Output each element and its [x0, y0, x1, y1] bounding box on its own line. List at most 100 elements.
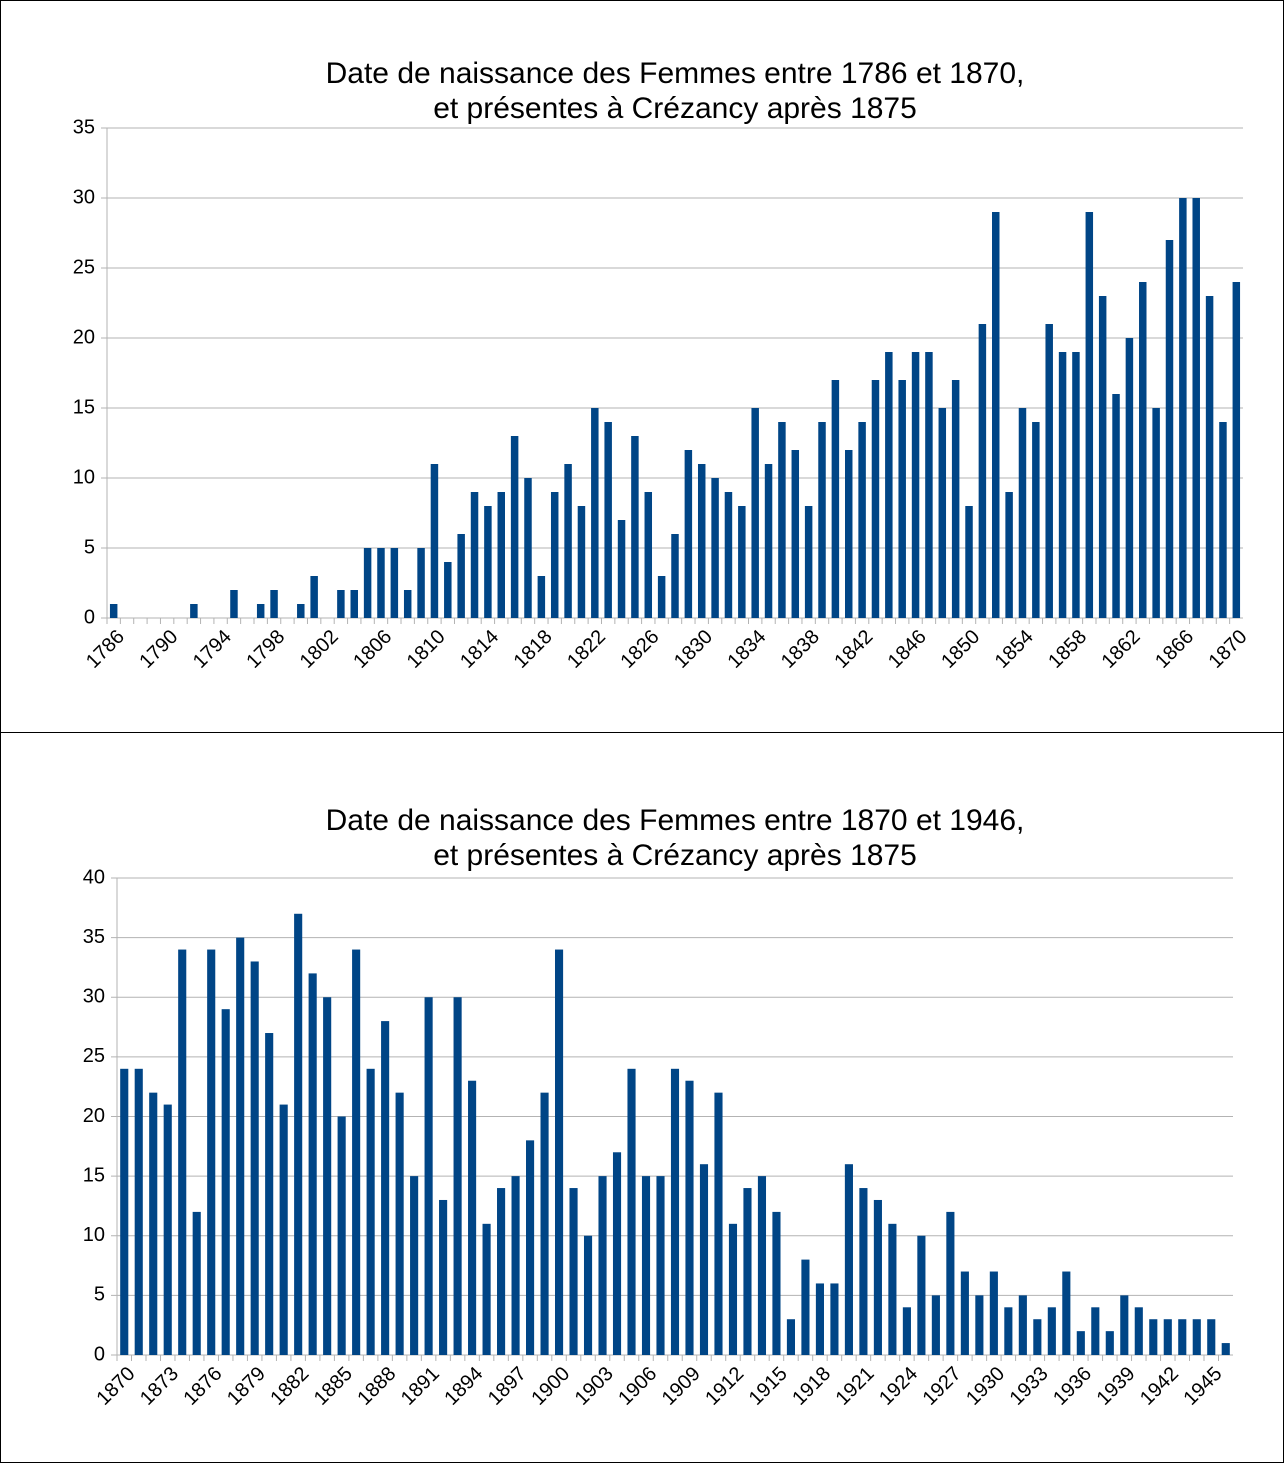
x-tick-label: 1822: [563, 626, 610, 673]
bar: [279, 1104, 288, 1355]
bar: [670, 1068, 680, 1355]
bar: [1045, 324, 1053, 618]
x-tick-label: 1870: [92, 1363, 139, 1410]
y-tick-label: 15: [83, 1164, 105, 1186]
x-tick-label: 1882: [266, 1363, 313, 1410]
bar: [1179, 198, 1187, 618]
bar: [457, 534, 465, 618]
y-tick-label: 30: [73, 186, 95, 208]
bar: [308, 973, 317, 1355]
bar: [149, 1092, 158, 1355]
bar: [497, 1188, 506, 1355]
bar: [1047, 1307, 1056, 1355]
bar: [1219, 422, 1227, 618]
bar: [470, 492, 479, 618]
x-tick-label: 1842: [830, 626, 877, 673]
bar: [946, 1211, 955, 1355]
bar: [497, 492, 506, 618]
bar: [453, 997, 462, 1355]
bar: [844, 450, 853, 618]
bar: [830, 1283, 839, 1355]
x-tick-label: 1900: [527, 1363, 574, 1410]
x-tick-label: 1873: [136, 1363, 183, 1410]
bar: [178, 949, 187, 1355]
bar: [1105, 1331, 1114, 1355]
bar: [569, 1188, 578, 1355]
bar: [791, 450, 800, 618]
bar: [871, 380, 880, 618]
bar: [671, 534, 679, 618]
x-tick-label: 1818: [510, 626, 557, 673]
bar: [390, 548, 399, 618]
bar: [743, 1188, 752, 1355]
x-tick-label: 1802: [296, 626, 343, 673]
y-tick-label: 5: [94, 1284, 105, 1306]
bar: [818, 422, 826, 618]
bar: [564, 464, 572, 618]
bar: [801, 1259, 810, 1355]
bar: [778, 422, 786, 618]
bar: [604, 422, 612, 618]
bar: [1085, 212, 1094, 618]
bar: [699, 1164, 709, 1355]
bar: [352, 949, 361, 1355]
bar: [540, 1092, 549, 1355]
x-tick-label: 1826: [617, 626, 664, 673]
y-tick-label: 20: [73, 326, 95, 348]
bar: [989, 1271, 998, 1355]
bar: [482, 1223, 491, 1355]
bar: [898, 380, 906, 618]
bar: [439, 1199, 448, 1355]
bar: [511, 1176, 520, 1355]
bar: [430, 464, 439, 618]
bar: [230, 590, 238, 618]
chart-title: et présentes à Crézancy après 1875: [433, 839, 917, 872]
bar: [657, 576, 666, 618]
bar: [350, 590, 358, 618]
x-tick-label: 1897: [484, 1363, 531, 1410]
bar: [656, 1176, 665, 1355]
bar: [192, 1211, 201, 1355]
bar: [978, 324, 987, 618]
x-tick-label: 1918: [788, 1363, 835, 1410]
bar: [510, 436, 519, 618]
bar: [938, 408, 947, 618]
x-tick-label: 1936: [1049, 1363, 1096, 1410]
x-tick-label: 1927: [919, 1363, 966, 1410]
bar: [786, 1319, 796, 1355]
bar: [381, 1021, 390, 1355]
y-tick-label: 25: [73, 256, 95, 278]
bar: [270, 590, 278, 618]
bar: [444, 562, 452, 618]
bar: [363, 548, 372, 618]
x-tick-label: 1862: [1098, 626, 1145, 673]
bar: [337, 590, 345, 618]
bar: [1091, 1307, 1100, 1355]
bar: [965, 506, 973, 618]
y-tick-label: 25: [83, 1045, 105, 1067]
bar: [1207, 1319, 1216, 1355]
bar: [1033, 1319, 1042, 1355]
x-tick-label: 1846: [884, 626, 931, 673]
x-tick-label: 1854: [991, 626, 1038, 673]
y-tick-label: 40: [83, 866, 105, 888]
bar: [163, 1104, 172, 1355]
bar: [1163, 1319, 1172, 1355]
x-tick-label: 1870: [1205, 626, 1252, 673]
bar: [1134, 1307, 1143, 1355]
x-tick-label: 1888: [353, 1363, 400, 1410]
y-tick-label: 0: [94, 1343, 105, 1365]
bar: [337, 1116, 346, 1355]
bar: [1165, 240, 1174, 618]
x-tick-label: 1830: [670, 626, 717, 673]
x-tick-label: 1891: [397, 1363, 444, 1410]
y-tick-label: 30: [83, 986, 105, 1008]
bar: [714, 1092, 723, 1355]
bar: [917, 1235, 926, 1355]
x-tick-label: 1810: [403, 626, 450, 673]
bar: [1112, 394, 1120, 618]
x-tick-label: 1885: [310, 1363, 357, 1410]
bar: [537, 576, 546, 618]
bar: [697, 464, 706, 618]
x-tick-label: 1939: [1093, 1363, 1140, 1410]
